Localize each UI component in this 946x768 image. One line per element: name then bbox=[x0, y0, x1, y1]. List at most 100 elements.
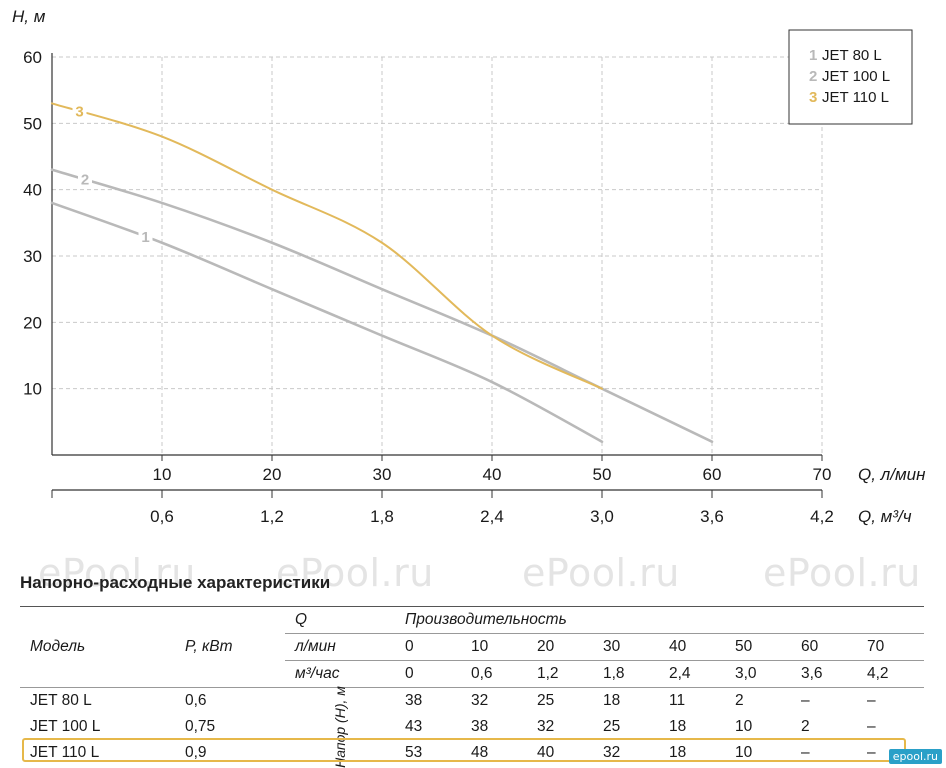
watermark: ePool.ru bbox=[38, 551, 196, 595]
value-cell: 18 bbox=[669, 718, 687, 735]
series-number-bg bbox=[72, 101, 87, 120]
value-cell: 10 bbox=[735, 718, 753, 735]
lmin-cell: 40 bbox=[659, 633, 725, 661]
table-title: Напорно-расходные характеристики bbox=[20, 573, 331, 592]
value-cell: 2 bbox=[801, 718, 810, 735]
m3-cell: 0 bbox=[395, 660, 461, 688]
m3-cell: 3,0 bbox=[725, 660, 791, 688]
y-tick-label: 20 bbox=[23, 313, 42, 332]
value-cell: – bbox=[791, 687, 857, 714]
series-line-3 bbox=[51, 102, 603, 390]
x-tick-label: 30 bbox=[373, 465, 392, 484]
series-number-bg bbox=[78, 169, 92, 188]
value-cell: 32 bbox=[537, 718, 555, 735]
x-tick-label: 10 bbox=[153, 465, 172, 484]
y-tick-label: 60 bbox=[23, 48, 42, 67]
series-number-label: 3 bbox=[75, 104, 83, 121]
table-row: JET 110 L 0,9 53 48 40 32 18 10 – – bbox=[20, 740, 924, 766]
x2-tick-label: 0,6 bbox=[150, 507, 174, 526]
header-row-m3: м³/час 0 0,6 1,2 1,8 2,4 3,0 3,6 4,2 bbox=[20, 660, 925, 688]
x2-tick-label: 3,0 bbox=[590, 507, 614, 526]
site-logo: epool.ru bbox=[888, 749, 942, 764]
value-cell: 11 bbox=[659, 687, 725, 714]
value-cell: 40 bbox=[537, 744, 555, 761]
value-cell: 38 bbox=[471, 718, 489, 735]
q-label: Q bbox=[285, 606, 395, 634]
lmin-cell: 0 bbox=[395, 633, 461, 661]
watermark: ePool.ru bbox=[276, 551, 434, 595]
value-cell: 10 bbox=[735, 744, 753, 761]
y-tick-label: 30 bbox=[23, 247, 42, 266]
y-axis-label: H, м bbox=[12, 7, 46, 26]
m3-cell: 0,6 bbox=[461, 660, 527, 688]
x2-tick-label: 4,2 bbox=[810, 507, 834, 526]
table-row: JET 80 L 0,6 Напор (H), м 38 32 25 18 11… bbox=[20, 686, 925, 768]
pump-curve-chart: 10 20 30 40 50 60 H, м 10 20 30 40 50 60 70 Q, л/мин 0,… bbox=[12, 7, 926, 526]
value-cell: – bbox=[867, 744, 876, 761]
x2-tick-label: 1,8 bbox=[370, 507, 394, 526]
x-tick-label: 50 bbox=[593, 465, 612, 484]
table-row: JET 100 L 0,75 43 38 32 25 18 10 2 – bbox=[20, 714, 924, 740]
col-power-label: P, кВт bbox=[175, 606, 285, 688]
x2-tick-label: 1,2 bbox=[260, 507, 284, 526]
lmin-cell: 50 bbox=[725, 633, 791, 661]
y-tick-label: 40 bbox=[23, 181, 42, 200]
value-cell: – bbox=[867, 718, 876, 735]
lmin-cell: 70 bbox=[857, 633, 925, 661]
value-cell: 53 bbox=[405, 744, 423, 761]
m3-cell: 1,8 bbox=[593, 660, 659, 688]
m3-cell: 1,2 bbox=[527, 660, 593, 688]
legend-entry: JET 110 L bbox=[822, 89, 889, 106]
lmin-cell: 10 bbox=[461, 633, 527, 661]
x-tick-label: 20 bbox=[263, 465, 282, 484]
value-cell: 18 bbox=[669, 744, 687, 761]
value-cell: 25 bbox=[603, 718, 621, 735]
model-cell: JET 100 L bbox=[30, 718, 101, 735]
value-cell: – bbox=[857, 687, 925, 714]
header-row-lmin: л/мин 0 10 20 30 40 50 60 70 bbox=[20, 633, 925, 661]
row-highlight bbox=[22, 738, 906, 762]
legend-entry: JET 100 L bbox=[822, 68, 890, 85]
value-cell: 32 bbox=[603, 744, 621, 761]
value-cell: – bbox=[801, 744, 810, 761]
model-cell: JET 80 L bbox=[20, 687, 175, 714]
series-number-label: 2 bbox=[81, 172, 89, 189]
lmin-label: л/мин bbox=[285, 633, 395, 661]
value-cell: 2 bbox=[725, 687, 791, 714]
lmin-cell: 20 bbox=[527, 633, 593, 661]
value-cell: 43 bbox=[405, 718, 423, 735]
m3-cell: 2,4 bbox=[659, 660, 725, 688]
watermark: ePool.ru bbox=[522, 551, 680, 595]
y-tick-label: 10 bbox=[23, 380, 42, 399]
x2-axis-label: Q, м³/ч bbox=[858, 507, 912, 526]
legend-box bbox=[788, 29, 913, 125]
head-label-cell: Напор (H), м bbox=[285, 686, 395, 768]
legend-number: 2 bbox=[809, 68, 817, 85]
power-cell: 0,6 bbox=[175, 687, 285, 714]
y-tick-label: 50 bbox=[23, 114, 42, 133]
value-cell: 32 bbox=[461, 687, 527, 714]
header-row-q: Модель P, кВт Q Производительность bbox=[20, 606, 925, 688]
x-axis-label: Q, л/мин bbox=[858, 465, 926, 484]
watermark: ePool.ru bbox=[763, 551, 921, 595]
x2-tick-label: 2,4 bbox=[480, 507, 504, 526]
value-cell: 48 bbox=[471, 744, 489, 761]
value-cell: 25 bbox=[527, 687, 593, 714]
power-cell: 0,9 bbox=[185, 744, 207, 761]
x-tick-label: 70 bbox=[813, 465, 832, 484]
col-model-label: Модель bbox=[20, 606, 175, 688]
legend-number: 3 bbox=[809, 89, 817, 106]
x-tick-label: 40 bbox=[483, 465, 502, 484]
value-cell: 18 bbox=[593, 687, 659, 714]
m3-label: м³/час bbox=[285, 660, 395, 688]
series-number-bg bbox=[138, 226, 153, 245]
value-cell: 38 bbox=[395, 687, 461, 714]
spec-table: Модель P, кВт Q Производительность л/мин… bbox=[20, 606, 925, 768]
legend-entry: JET 80 L bbox=[822, 47, 882, 64]
power-cell: 0,75 bbox=[185, 718, 216, 735]
m3-cell: 4,2 bbox=[857, 660, 925, 688]
x-tick-label: 60 bbox=[703, 465, 722, 484]
perf-label: Производительность bbox=[395, 606, 925, 634]
lmin-cell: 60 bbox=[791, 633, 857, 661]
x2-tick-label: 3,6 bbox=[700, 507, 724, 526]
